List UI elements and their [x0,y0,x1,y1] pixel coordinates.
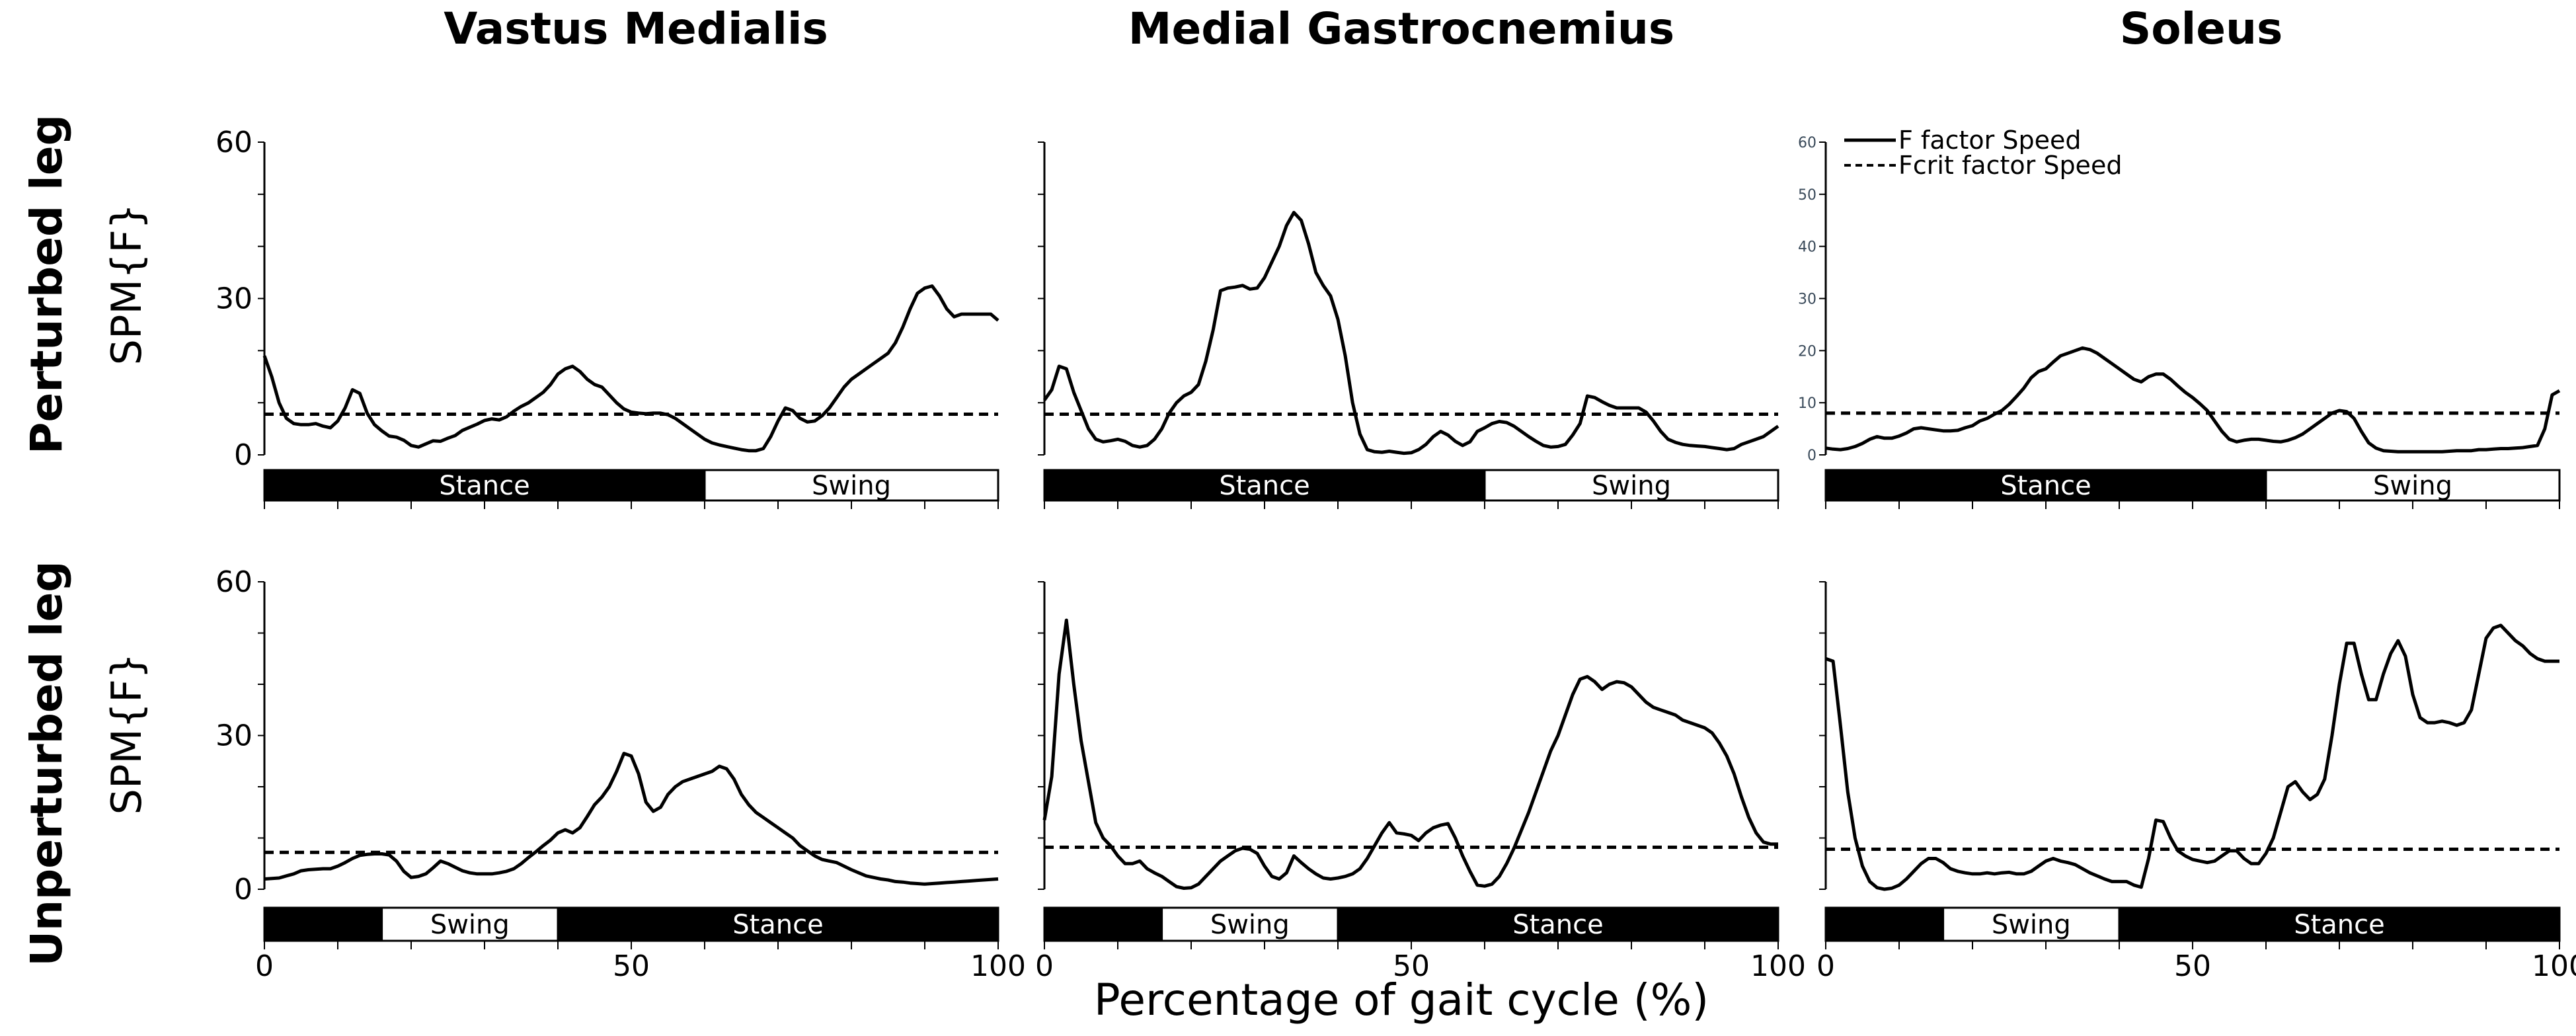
y-axis-label-top: SPM{F} [102,204,151,366]
x-tick-label: 100 [970,949,1026,983]
phase-segment [2118,906,2561,942]
y-tick-label: 0 [1807,448,1816,464]
x-axis-label: Percentage of gait cycle (%) [1094,975,1709,1025]
y-tick-label: 60 [215,126,253,159]
y-tick-label: 60 [215,565,253,599]
phase-segment [1824,906,1945,942]
x-tick-label: 100 [2532,949,2576,983]
x-tick-label: 50 [1393,949,1430,983]
phase-label: Stance [732,910,824,940]
phase-label: Swing [812,471,891,501]
x-tick-label: 50 [613,949,650,983]
phase-segment [1337,906,1779,942]
panel-perturbed-medial-gastrocnemius: Stance Swing [1038,141,1779,509]
phase-label: Swing [1992,910,2071,940]
x-tick-label: 50 [2174,949,2211,983]
x-tick-label: 0 [1035,949,1054,983]
phase-segment [381,906,559,942]
y-tick-label: 40 [1798,239,1816,256]
y-tick-label: 30 [215,719,253,753]
phase-label: Stance [2000,471,2091,501]
row-title-perturbed-leg: Perturbed leg [21,114,72,454]
phase-segment [1483,469,1779,502]
phase-label: Swing [2373,471,2452,501]
f-statistic-line [1042,618,1778,890]
panel-perturbed-vastus-medialis: 0 30 60 Stance Swing [215,126,999,509]
f-statistic-line [1042,210,1779,456]
y-tick-label: 30 [1798,292,1816,308]
phase-segment [1824,469,2267,502]
phase-label: Swing [430,910,510,940]
column-title-soleus: Soleus [2120,3,2283,54]
column-title-vastus-medialis: Vastus Medialis [444,3,828,54]
y-tick-label: 60 [1798,135,1816,151]
phase-label: Stance [439,471,530,501]
phase-label: Swing [1592,471,1671,501]
f-statistic-line [1825,623,2559,891]
panel-unperturbed-vastus-medialis: 0 30 60 Swing Stance 0 50 100 [215,565,1026,983]
y-tick-label: 0 [234,873,253,906]
f-statistic-line [262,284,999,453]
phase-segment [1161,906,1339,942]
y-tick-label: 0 [234,438,253,472]
panel-unperturbed-soleus: Swing Stance 0 50 100 [1816,581,2576,983]
legend-fcrit-label: Fcrit factor Speed [1898,151,2122,180]
phase-label: Stance [1219,471,1310,501]
phase-segment [2265,469,2561,502]
phase-label: Swing [1210,910,1290,940]
f-statistic-line [264,752,999,886]
phase-label: Stance [2294,910,2385,940]
phase-segment [1043,906,1163,942]
legend: F factor Speed Fcrit factor Speed [1844,126,2122,180]
x-tick-label: 0 [255,949,274,983]
row-title-unperturbed-leg: Unperturbed leg [21,561,72,966]
phase-segment [263,469,706,502]
column-title-medial-gastrocnemius: Medial Gastrocnemius [1128,3,1674,54]
y-tick-label: 50 [1798,187,1816,204]
phase-segment [263,906,383,942]
phase-label: Stance [1512,910,1604,940]
legend-f-label: F factor Speed [1898,126,2081,155]
y-axis-label-bottom: SPM{F} [102,653,151,815]
y-tick-label: 30 [215,282,253,316]
x-tick-label: 100 [1750,949,1806,983]
panel-perturbed-soleus: 0 10 20 30 40 50 60 Stance Swing [1798,135,2561,509]
phase-segment [703,469,999,502]
f-statistic-line [1825,346,2561,454]
x-tick-label: 0 [1816,949,1835,983]
y-tick-label: 10 [1798,395,1816,412]
y-tick-label: 20 [1798,343,1816,360]
phase-segment [557,906,999,942]
panel-unperturbed-medial-gastrocnemius: Swing Stance 0 50 100 [1035,581,1806,983]
